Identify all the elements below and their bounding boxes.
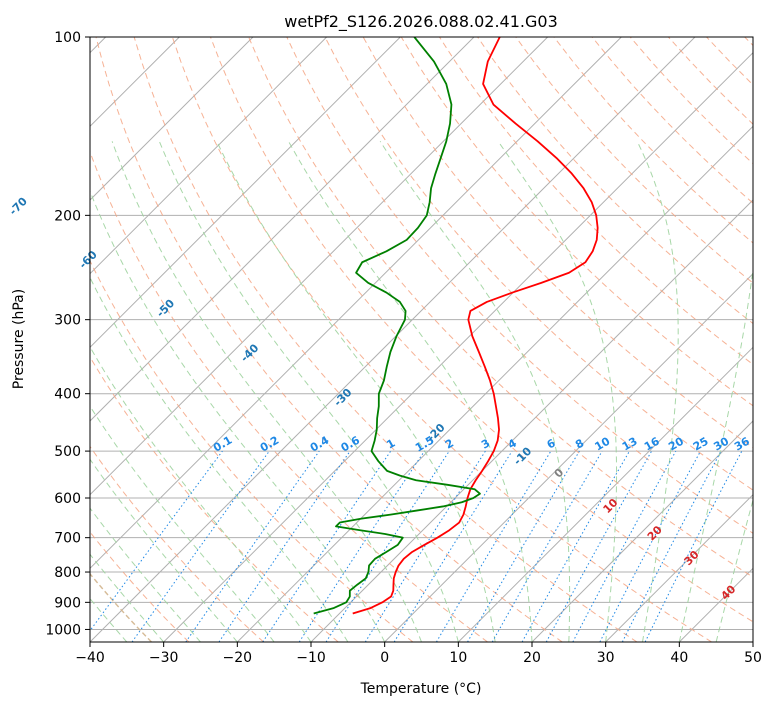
moist-adiabat-10	[158, 141, 459, 642]
mixing-ratio-line-5	[298, 450, 425, 642]
isotherm--70	[90, 37, 475, 422]
moist-adiabat--10	[90, 345, 312, 642]
mixing-ratio-line-17	[644, 450, 743, 642]
isotherm-20	[531, 420, 753, 642]
y-tick-label: 300	[54, 313, 81, 329]
isotherm--100	[90, 37, 254, 201]
series-layer	[313, 37, 599, 615]
axis-layer: −40 −30 −20 −10 0 10 20 30 40 50 1000 900 800 700 600 5…	[45, 30, 762, 666]
y-tick-label: 700	[54, 531, 81, 547]
x-tick-label: −10	[296, 650, 326, 666]
y-tick-label: 400	[54, 387, 81, 403]
moist-adiabat-35	[636, 141, 679, 642]
dry-adiabat-80	[324, 37, 753, 491]
x-tick-label: 0	[380, 650, 389, 666]
mixing-ratio-line-2	[185, 450, 320, 642]
moist-adiabat--35	[90, 597, 128, 642]
y-tick-label: 1000	[45, 622, 81, 638]
x-tick-label: −40	[75, 650, 105, 666]
moist-adiabat--25	[90, 507, 201, 642]
plot-frame	[89, 36, 754, 643]
dry-adiabat--10	[90, 356, 339, 642]
reference-adiabat-1	[90, 572, 152, 642]
x-tick-label: 40	[670, 650, 688, 666]
moist-adiabat-45	[715, 498, 753, 642]
moist-adiabat--5	[90, 276, 349, 642]
y-axis-title: Pressure (hPa)	[11, 289, 27, 389]
isotherm-0	[384, 272, 753, 642]
moist-adiabat-40	[678, 265, 753, 642]
mixing-ratio-line-13	[545, 450, 653, 642]
dry-adiabat-30	[133, 37, 638, 642]
dry-adiabat-0	[90, 259, 414, 642]
y-tick-label: 900	[54, 595, 81, 611]
x-tick-label: 10	[449, 650, 467, 666]
grid-layer	[90, 37, 753, 642]
moist-adiabat-5	[111, 141, 422, 642]
y-tick-label: 600	[54, 491, 81, 507]
mixing-ratio-line-8	[393, 450, 513, 642]
dry-adiabat-50	[210, 37, 753, 623]
dry-adiabat-20	[95, 37, 563, 642]
isotherm-10	[457, 346, 753, 642]
mixing-ratio-line-3	[218, 450, 351, 642]
y-tick-label: 800	[54, 565, 81, 581]
isotherm--90	[90, 37, 328, 275]
mixing-ratio-line-4	[262, 450, 392, 642]
dry-adiabat-70	[286, 37, 753, 534]
mixing-ratio-line-0	[90, 450, 223, 632]
dewpoint-profile	[313, 37, 481, 615]
moist-adiabat--30	[90, 553, 165, 642]
temperature-profile	[352, 37, 599, 615]
moist-adiabat-25	[379, 141, 571, 642]
isotherm--80	[90, 37, 401, 349]
isotherm--30	[163, 51, 753, 642]
dry-adiabat-130	[515, 37, 753, 284]
x-tick-label: 50	[744, 650, 762, 666]
isotherm--20	[236, 125, 753, 642]
x-tick-label: −20	[223, 650, 253, 666]
moist-adiabat-20	[288, 141, 533, 642]
y-tick-label: 200	[54, 208, 81, 224]
isotherm-30	[605, 493, 753, 642]
x-tick-label: 20	[523, 650, 541, 666]
plot-area	[90, 37, 753, 642]
dry-adiabat-60	[248, 37, 753, 578]
mixing-ratio-line-12	[521, 450, 630, 642]
mixing-ratio-line-14	[572, 450, 677, 642]
chart-title: wetPf2_S126.2026.088.02.41.G03	[284, 12, 558, 32]
dry-adiabat--20	[90, 445, 264, 642]
isotherm--50	[90, 37, 622, 570]
moist-adiabat--20	[90, 458, 238, 642]
moist-adiabat--15	[90, 405, 275, 642]
moist-adiabat-15	[216, 141, 496, 642]
moist-adiabat-0	[90, 189, 386, 642]
y-tick-label: 100	[54, 30, 81, 46]
mixing-ratio-line-1	[131, 450, 270, 642]
y-tick-label: 500	[54, 444, 81, 460]
x-axis-title: Temperature (°C)	[360, 681, 482, 697]
x-tick-label: 30	[597, 650, 615, 666]
x-tick-label: −30	[149, 650, 179, 666]
moist-adiabat-30	[497, 141, 618, 642]
dry-adiabat-40	[171, 37, 712, 642]
mixing-ratio-line-6	[325, 450, 450, 642]
